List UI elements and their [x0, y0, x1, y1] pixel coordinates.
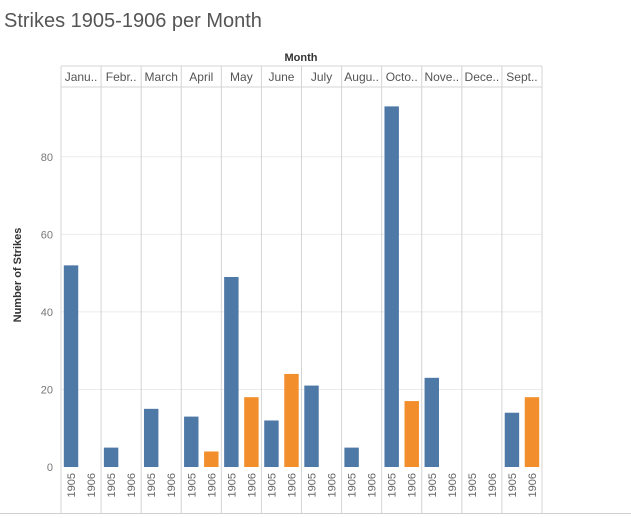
month-header: Febr..	[106, 70, 137, 84]
year-label: 1906	[487, 473, 499, 497]
year-label: 1905	[307, 473, 319, 497]
y-tick-label: 80	[41, 152, 53, 164]
month-headers: Month Janu.. Febr.. March April May June July A…	[65, 52, 538, 84]
year-label: 1905	[347, 473, 359, 497]
year-label: 1905	[266, 473, 278, 497]
bar-1906	[404, 401, 419, 467]
y-tick-label: 0	[47, 462, 53, 474]
chart-title: Strikes 1905-1906 per Month	[4, 10, 262, 32]
month-header: Augu..	[344, 70, 379, 84]
year-label: 1906	[206, 473, 218, 497]
y-tick-label: 40	[41, 307, 53, 319]
month-header: July	[311, 70, 332, 84]
year-label: 1906	[447, 473, 459, 497]
year-label: 1906	[527, 473, 539, 497]
year-label: 1905	[66, 473, 78, 497]
month-dividers	[60, 65, 543, 513]
year-label: 1905	[467, 473, 479, 497]
bar-1905	[184, 416, 199, 467]
bar-1906	[244, 397, 259, 467]
month-header: Janu..	[65, 70, 98, 84]
year-label: 1906	[86, 473, 98, 497]
year-label: 1906	[407, 473, 419, 497]
year-label: 1906	[246, 473, 258, 497]
y-axis-ticks: 0 20 40 60 80	[41, 152, 53, 474]
month-header: Dece..	[465, 70, 500, 84]
year-label: 1905	[106, 473, 118, 497]
bar-1906	[524, 397, 540, 467]
year-label: 1905	[186, 473, 198, 497]
bar-1905	[344, 447, 359, 467]
bar-1905	[143, 408, 159, 467]
bar-1906	[284, 373, 299, 467]
year-label: 1906	[166, 473, 178, 497]
y-tick-label: 20	[41, 384, 53, 396]
bar-1905	[264, 420, 279, 467]
month-header: March	[145, 70, 178, 84]
year-label: 1906	[327, 473, 339, 497]
bar-1905	[424, 377, 439, 467]
year-label: 1905	[387, 473, 399, 497]
bar-1906	[204, 451, 219, 467]
bar-1905	[224, 277, 239, 467]
month-header: Sept..	[506, 70, 537, 84]
month-header: Octo..	[386, 70, 418, 84]
month-axis-title: Month	[285, 52, 318, 64]
bottom-rule	[0, 513, 631, 514]
bar-1905	[384, 106, 399, 467]
y-tick-label: 60	[41, 229, 53, 241]
year-label: 1906	[367, 473, 379, 497]
bars	[63, 106, 540, 467]
year-label: 1905	[427, 473, 439, 497]
year-labels: 1905 1906 1905 1906 1905 1906 1905 1906 1905 1906…	[66, 473, 539, 497]
month-header: April	[189, 70, 213, 84]
bar-1905	[504, 412, 520, 467]
month-header: Nove..	[424, 70, 459, 84]
year-label: 1905	[507, 473, 519, 497]
bar-1905	[103, 447, 119, 467]
month-header: June	[268, 70, 294, 84]
y-axis-title: Number of Strikes	[12, 228, 24, 323]
bar-1905	[63, 265, 79, 467]
month-header: May	[230, 70, 253, 84]
year-label: 1906	[126, 473, 138, 497]
year-label: 1906	[286, 473, 298, 497]
year-label: 1905	[226, 473, 238, 497]
bar-1905	[304, 385, 319, 467]
year-label: 1905	[146, 473, 158, 497]
